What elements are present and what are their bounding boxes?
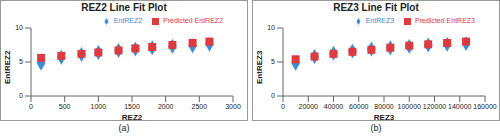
svg-text:5: 5: [19, 58, 23, 65]
svg-text:2000: 2000: [158, 103, 174, 110]
svg-text:10: 10: [15, 24, 23, 31]
svg-text:160000: 160000: [473, 103, 492, 110]
svg-text:0: 0: [19, 92, 23, 99]
svg-text:2500: 2500: [192, 103, 208, 110]
svg-text:0: 0: [271, 92, 275, 99]
html-text:EntREZ3: EntREZ3: [365, 17, 395, 24]
svg-text:3000: 3000: [225, 103, 241, 110]
html-text:Predicted EntREZ2: Predicted EntREZ2: [163, 17, 223, 24]
svg-text:0: 0: [281, 103, 285, 110]
svg-text:1000: 1000: [91, 103, 107, 110]
svg-text:REZ3: REZ3: [374, 113, 395, 120]
svg-text:EntREZ3: EntREZ3: [255, 50, 264, 84]
svg-text:100000: 100000: [398, 103, 421, 110]
svg-text:0: 0: [29, 103, 33, 110]
svg-text:EntREZ2: EntREZ2: [8, 50, 12, 84]
svg-text:5: 5: [271, 58, 275, 65]
svg-text:20000: 20000: [299, 103, 319, 110]
svg-text:REZ2: REZ2: [122, 113, 143, 120]
svg-text:1500: 1500: [124, 103, 140, 110]
html-text:REZ3 Line Fit Plot: REZ3 Line Fit Plot: [333, 2, 419, 13]
svg-text:140000: 140000: [448, 103, 471, 110]
svg-text:500: 500: [59, 103, 71, 110]
html-text:EntREZ2: EntREZ2: [113, 17, 143, 24]
html-text:(a): (a): [118, 123, 130, 133]
html-text:Predicted EntREZ3: Predicted EntREZ3: [415, 17, 475, 24]
svg-text:120000: 120000: [423, 103, 446, 110]
svg-text:40000: 40000: [324, 103, 344, 110]
svg-text:80000: 80000: [374, 103, 394, 110]
html-text:REZ2 Line Fit Plot: REZ2 Line Fit Plot: [81, 2, 167, 13]
svg-text:60000: 60000: [349, 103, 369, 110]
html-text:(b): (b): [370, 123, 382, 133]
svg-text:10: 10: [267, 24, 275, 31]
